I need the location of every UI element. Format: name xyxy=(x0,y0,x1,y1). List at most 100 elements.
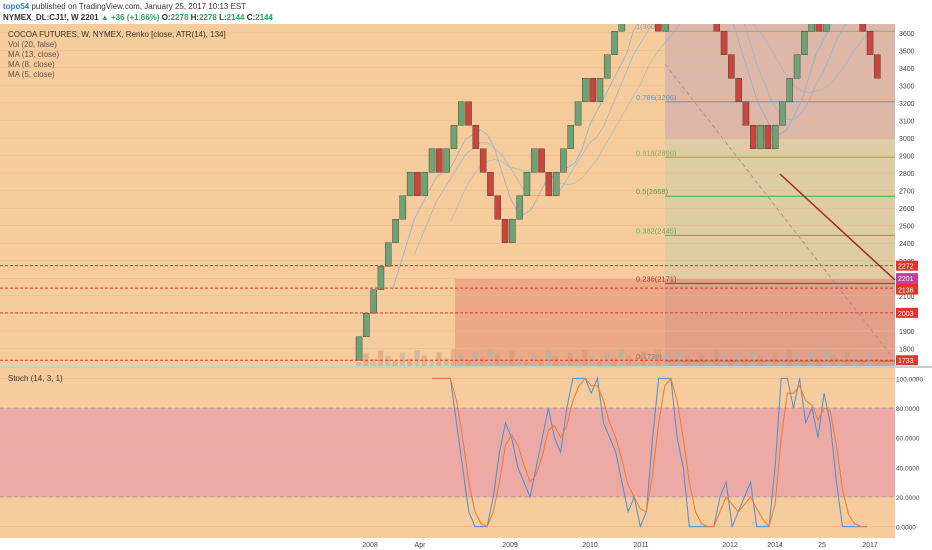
fib-label: 0.5(2668) xyxy=(636,187,669,196)
volume-bar xyxy=(385,356,391,366)
renko-brick xyxy=(523,171,531,196)
price-tick-label: 2900 xyxy=(899,154,915,161)
time-axis[interactable]: 2008 Apr 2009 2010 2011 2012 2014 25 2017 xyxy=(0,538,932,550)
renko-brick xyxy=(808,24,815,32)
volume-bar xyxy=(874,359,880,366)
volume-bar xyxy=(859,362,865,366)
stoch-tick-label: 0.0000 xyxy=(896,525,916,532)
stoch-k-line xyxy=(432,376,867,529)
price-tick-label: 1800 xyxy=(899,346,915,353)
renko-brick xyxy=(472,124,480,149)
volume-bar xyxy=(429,360,435,366)
trendline-down[interactable] xyxy=(779,173,896,281)
renko-brick xyxy=(815,24,823,32)
renko-brick xyxy=(757,124,764,149)
volume-bar xyxy=(399,353,406,366)
price-tick-label: 3600 xyxy=(899,31,915,38)
price-tick-label: 2400 xyxy=(899,241,915,248)
chart-canvas[interactable]: 1(3609) 0.786(3206) 0.618(2890) 0.5(2668) 0.… xyxy=(0,24,932,550)
renko-brick xyxy=(450,124,458,149)
renko-brick xyxy=(509,219,516,243)
volume-bar xyxy=(837,359,844,366)
stoch-pane[interactable]: Stoch (14, 3, 1) xyxy=(0,368,895,538)
renko-brick xyxy=(443,148,450,173)
renko-brick xyxy=(355,336,363,361)
fib-label: 0.236(2171) xyxy=(636,274,677,283)
price-tag-label: 2136 xyxy=(898,288,914,295)
renko-brick xyxy=(604,54,611,79)
price-tick-label: 3100 xyxy=(899,118,915,125)
renko-brick xyxy=(786,77,794,102)
renko-brick xyxy=(370,289,377,314)
price-tag xyxy=(896,273,918,284)
renko-brick xyxy=(801,30,808,55)
time-tick-label: 2009 xyxy=(502,542,518,549)
legend-title: COCOA FUTURES, W, NYMEX, Renko [close, A… xyxy=(8,30,226,39)
renko-brick xyxy=(560,148,567,173)
stoch-tick-label: 20.0000 xyxy=(896,495,920,502)
symbol-label[interactable]: NYMEX_DL:CJ1!, W xyxy=(3,13,79,22)
renko-brick xyxy=(596,77,604,102)
renko-brick xyxy=(779,101,786,126)
trendline-dashed[interactable] xyxy=(664,63,891,355)
main-price-axis[interactable]: 1800190020002100220023002400250026002700… xyxy=(899,31,915,354)
price-tick-label: 3500 xyxy=(899,48,915,55)
volume-bar xyxy=(830,354,836,366)
stoch-axis[interactable]: 0.0000 20.0000 40.0000 60.0000 80.0000 100.00… xyxy=(896,376,923,531)
price-tag-label: 2272 xyxy=(898,264,914,271)
volume-bar xyxy=(465,360,471,366)
renko-brick xyxy=(377,266,385,290)
close-label: C: xyxy=(246,13,256,22)
time-tick-label: 2011 xyxy=(633,542,648,549)
volume-bar xyxy=(553,356,559,366)
publisher-username[interactable]: topo54 xyxy=(3,2,30,11)
fib-label: 0.618(2890) xyxy=(636,148,677,157)
renko-bricks xyxy=(355,24,881,361)
volume-bar xyxy=(560,361,566,366)
renko-brick xyxy=(531,148,538,173)
fib-label: 0(1728) xyxy=(636,352,662,361)
volume-bar xyxy=(815,357,822,366)
renko-brick xyxy=(458,101,465,126)
volume-bar xyxy=(472,351,479,366)
fib-zone-low-shade xyxy=(455,279,895,366)
volume-bar xyxy=(545,350,552,366)
price-tag-label: 2201 xyxy=(898,276,914,283)
volume-bar xyxy=(845,351,851,366)
renko-brick xyxy=(823,24,830,32)
volume-bar xyxy=(742,358,749,366)
renko-brick xyxy=(421,171,429,196)
volume-bar xyxy=(626,354,632,366)
chart-header: topo54 published on TradingView.com, Jan… xyxy=(0,0,932,24)
price-tick-label: 3400 xyxy=(899,66,915,73)
volume-bar xyxy=(436,352,442,366)
high-label: H: xyxy=(190,13,200,22)
last-price: 2201 xyxy=(80,13,99,22)
renko-brick xyxy=(713,24,721,32)
main-pane[interactable]: 1(3609) 0.786(3206) 0.618(2890) 0.5(2668) 0.… xyxy=(0,24,896,366)
stoch-band xyxy=(0,408,895,497)
volume-bar xyxy=(407,358,413,366)
volume-bar xyxy=(669,359,676,366)
stoch-tick-label: 100.0000 xyxy=(896,376,923,383)
ma-line xyxy=(413,24,847,255)
renko-brick xyxy=(552,171,560,196)
renko-brick xyxy=(487,171,494,196)
price-tick-label: 2500 xyxy=(899,224,915,231)
ma-line xyxy=(450,24,875,222)
volume-bar xyxy=(677,351,683,366)
renko-brick xyxy=(516,195,523,220)
volume-bar xyxy=(370,359,376,366)
price-change: +36 (+1.66%) xyxy=(110,13,160,22)
volume-bar xyxy=(772,352,778,366)
volume-bar xyxy=(531,353,537,366)
volume-bar xyxy=(392,361,398,366)
volume-bar xyxy=(596,360,603,366)
volume-bar xyxy=(721,356,727,366)
price-tick-label: 2600 xyxy=(899,206,915,213)
volume-bar xyxy=(567,353,573,366)
low-value: 2144 xyxy=(226,13,245,22)
renko-brick xyxy=(618,24,626,32)
volume-bar xyxy=(604,352,610,366)
renko-brick xyxy=(793,54,801,79)
